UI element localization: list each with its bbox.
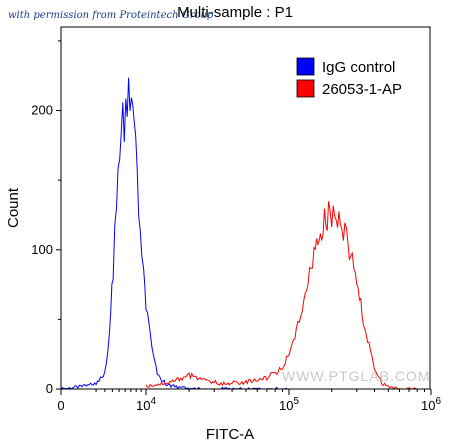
legend-swatch [296, 79, 315, 98]
y-tick-label: 200 [31, 103, 53, 118]
y-tick-label: 100 [31, 242, 53, 257]
x-tick-label: 0 [57, 398, 64, 413]
x-tick-label: 106 [421, 396, 441, 413]
watermark: WWW.PTGLAB.COM [282, 368, 431, 384]
chart-title: Multi-sample : P1 [177, 4, 293, 21]
x-axis: 0 104 105 106 [57, 389, 441, 413]
y-tick-label: 0 [46, 381, 53, 396]
series-line-igg-control [60, 77, 289, 390]
legend-label: IgG control [322, 59, 395, 76]
y-axis-title: Count [5, 187, 22, 228]
chart-marks [60, 77, 418, 390]
permission-note: with permission from Proteintech Group [8, 10, 214, 21]
x-tick-label: 104 [136, 396, 156, 413]
legend-label: 26053-1-AP [322, 81, 402, 98]
legend: IgG control 26053-1-AP [296, 57, 402, 98]
legend-swatch [296, 57, 315, 76]
series-line-antibody [145, 201, 418, 390]
x-tick-label: 105 [279, 396, 299, 413]
y-axis: 0 100 200 [31, 40, 61, 396]
x-axis-title: FITC-A [206, 426, 254, 443]
